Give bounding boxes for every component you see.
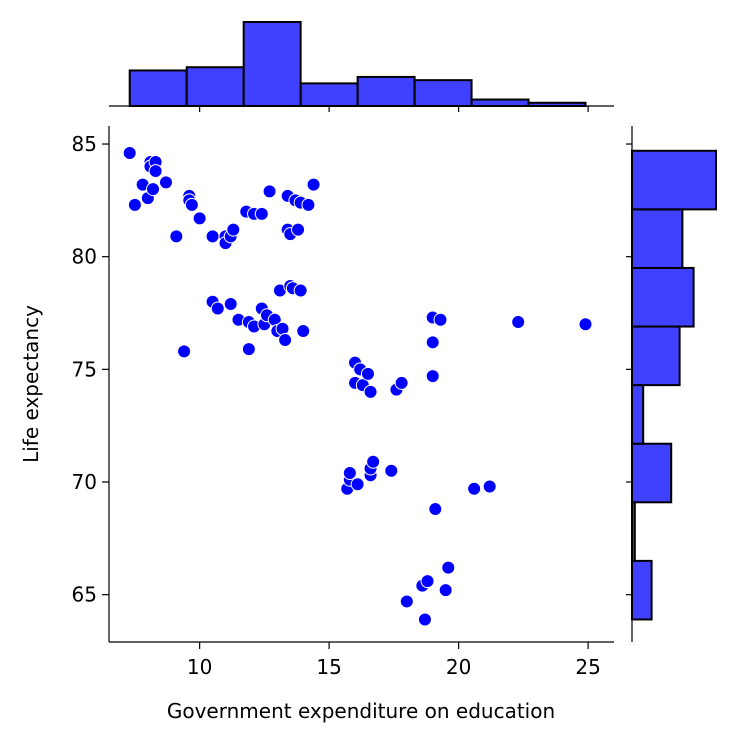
scatter-point-51 [306,177,321,192]
scatter-point-75 [428,502,443,517]
scatter-point-0 [122,146,137,161]
y-tick-label-2: 75 [72,357,97,381]
scatter-point-8 [148,164,163,179]
y-tick-label-4: 85 [72,132,97,156]
x-marginal-histogram [109,21,614,112]
scatter-plot-area: 10 15 20 25 65 70 75 80 85 [72,126,614,679]
x-hist-bar-6 [470,98,530,107]
scatter-point-30 [254,206,269,221]
scatter-point-61 [363,384,378,399]
y-hist-bar-4 [631,325,681,387]
scatter-point-71 [420,574,435,589]
y-hist-bar-6 [631,208,684,269]
scatter-point-9 [158,175,173,190]
x-tick-label-0: 10 [187,655,212,679]
y-hist-bar-5 [631,266,695,328]
y-hist-bar-2 [631,442,673,504]
scatter-point-15 [192,211,207,226]
x-hist-bar-2 [242,21,302,107]
y-marginal-histogram [626,126,717,642]
scatter-point-80 [482,479,497,494]
x-axis-ticks: 10 15 20 25 [187,642,601,679]
x-hist-bar-3 [299,82,359,107]
scatter-point-39 [278,333,293,348]
scatter-point-6 [146,182,161,197]
x-tick-label-1: 15 [316,655,341,679]
x-tick-label-2: 20 [446,655,471,679]
scatter-point-18 [210,301,225,316]
scatter-point-17 [205,229,220,244]
scatter-point-70 [417,612,432,627]
x-hist-bar-1 [185,66,245,107]
scatter-points [122,146,593,627]
scatter-point-65 [384,463,399,478]
scatter-point-81 [511,315,526,330]
scatter-point-73 [425,335,440,350]
y-tick-label-1: 70 [72,470,97,494]
scatter-point-79 [467,481,482,496]
scatter-point-34 [262,184,277,199]
y-tick-label-3: 80 [72,245,97,269]
x-tick-label-3: 25 [575,655,600,679]
y-tick-label-0: 65 [72,583,97,607]
scatter-point-68 [399,594,414,609]
scatter-point-22 [223,297,238,312]
y-axis-label: Life expectancy [19,305,43,463]
scatter-point-49 [296,324,311,339]
y-hist-bar-7 [631,149,717,211]
scatter-point-14 [184,197,199,212]
scatter-point-64 [366,454,381,469]
scatter-point-10 [169,229,184,244]
scatter-point-1 [127,197,142,212]
scatter-point-72 [425,369,440,384]
scatter-point-78 [441,560,456,575]
x-axis-label: Government expenditure on education [167,699,555,723]
y-hist-bar-3 [631,384,645,445]
scatter-point-27 [241,342,256,357]
y-axis-ticks: 65 70 75 80 85 [72,132,109,607]
scatter-point-11 [177,344,192,359]
scatter-point-67 [394,375,409,390]
scatter-point-76 [433,312,448,327]
scatter-point-46 [291,222,306,237]
scatter-point-50 [301,197,316,212]
x-hist-bar-4 [356,75,416,108]
scatter-point-57 [350,477,365,492]
scatter-point-23 [226,222,241,237]
x-hist-bar-0 [128,69,188,107]
y-hist-bar-0 [631,559,653,621]
scatter-point-60 [360,366,375,381]
scatter-point-82 [578,317,593,332]
scatter-point-77 [438,583,453,598]
x-hist-bar-5 [413,79,473,107]
scatter-point-54 [342,466,357,481]
scatter-point-48 [293,283,308,298]
